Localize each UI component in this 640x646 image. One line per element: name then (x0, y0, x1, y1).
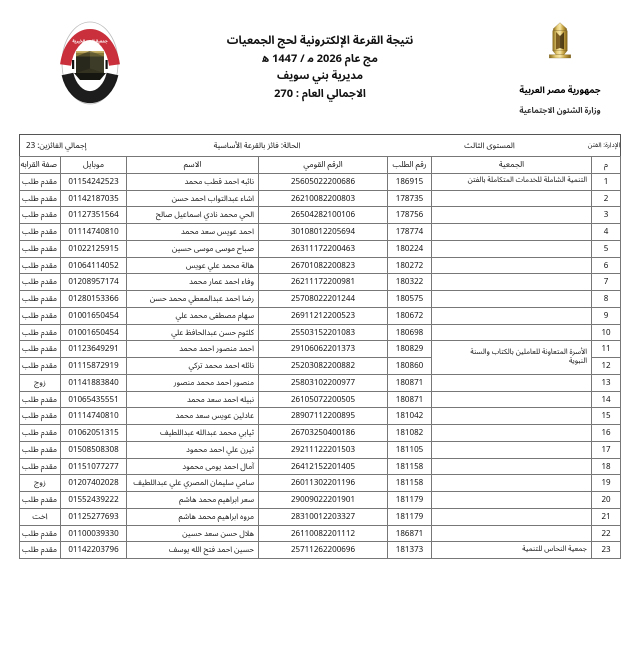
svg-text:جمعية الحج الخيرية: جمعية الحج الخيرية (72, 38, 108, 47)
